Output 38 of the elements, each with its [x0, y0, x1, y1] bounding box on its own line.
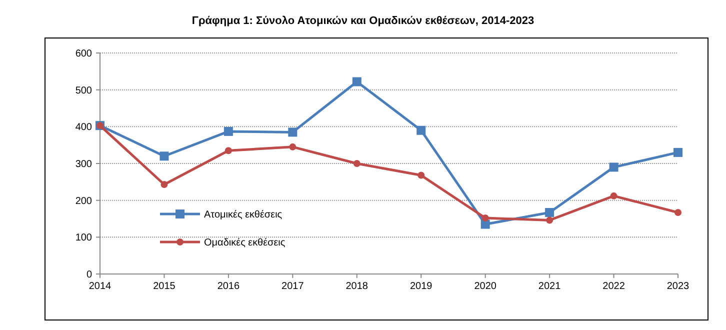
- x-tick-label: 2020: [474, 281, 497, 292]
- x-tick-label: 2021: [538, 281, 562, 292]
- x-tick-label: 2016: [217, 281, 240, 292]
- point: [546, 216, 554, 224]
- y-tick-label: 100: [75, 232, 92, 244]
- legend-label: Ατομικές εκθέσεις: [204, 210, 282, 220]
- y-tick-label: 600: [75, 48, 92, 60]
- point: [480, 220, 490, 229]
- y-tick-label: 500: [75, 85, 92, 96]
- point: [674, 148, 682, 157]
- chart-title: Γράφημα 1: Σύνολο Ατομικών και Ομαδικών εκθέσεων, 2014-2023: [192, 15, 534, 27]
- point: [674, 208, 682, 216]
- point: [352, 77, 362, 86]
- x-tick-label: 2014: [88, 281, 112, 292]
- point: [160, 152, 169, 161]
- point: [288, 128, 298, 137]
- y-tick-label: 200: [75, 196, 92, 207]
- y-tick-label: 400: [75, 122, 92, 134]
- point: [545, 208, 554, 217]
- point: [289, 143, 296, 150]
- y-tick-label: 300: [75, 159, 92, 170]
- x-tick-label: 2023: [666, 281, 690, 292]
- point: [353, 160, 360, 167]
- point: [224, 147, 232, 154]
- x-tick-label: 2015: [153, 281, 176, 292]
- y-tick-label: 0: [86, 270, 92, 280]
- x-tick-label: 2017: [282, 281, 304, 292]
- point: [609, 162, 618, 172]
- point: [224, 126, 233, 136]
- point: [416, 126, 426, 135]
- x-tick-label: 2019: [410, 281, 433, 292]
- x-tick-label: 2018: [346, 281, 368, 292]
- point: [160, 180, 168, 188]
- legend-label: Ομαδικές εκθέσεις: [204, 238, 286, 248]
- point: [482, 214, 489, 222]
- point: [610, 192, 618, 200]
- point: [418, 172, 425, 179]
- x-tick-label: 2022: [602, 281, 626, 292]
